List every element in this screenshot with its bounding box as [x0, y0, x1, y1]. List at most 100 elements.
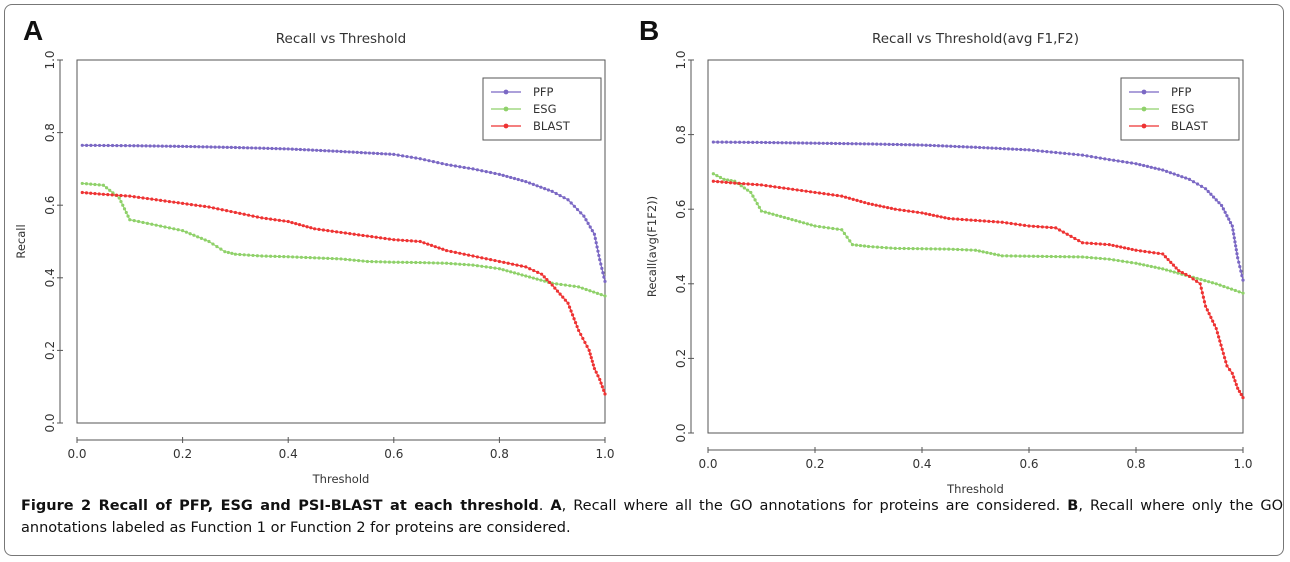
chart-b-series-esg-point [1071, 255, 1076, 259]
chart-a-series-esg-point [584, 287, 588, 292]
chart-a-series-blast-point [396, 238, 400, 242]
chart-a-series-blast-point [198, 204, 202, 208]
chart-a-series-esg-point [396, 260, 400, 264]
chart-a-series-esg-point [122, 207, 127, 211]
chart-b-series-pfp-point [883, 142, 887, 146]
chart-a-series-esg-point [163, 225, 167, 229]
chart-a-series-pfp-point [132, 144, 136, 148]
chart-a-series-pfp-point [89, 143, 93, 147]
chart-b-series-pfp-point [895, 142, 899, 147]
chart-b-series-pfp-point [1209, 192, 1213, 196]
chart-a-series-blast-point [242, 212, 246, 216]
chart-b-series-esg-point [951, 247, 955, 251]
chart-a-series-blast-point [176, 201, 180, 205]
chart-a-series-blast-point [343, 231, 347, 235]
chart-a-series-esg-point [520, 273, 524, 277]
chart-a-series-pfp-point [270, 146, 274, 151]
chart-a-series-blast-point [181, 201, 185, 205]
chart-a-series-blast-point [550, 283, 554, 287]
chart-a-series-blast-point [599, 381, 603, 385]
chart-a-series-pfp-point [566, 198, 570, 202]
chart-a-series-blast-point [301, 224, 305, 228]
chart-a-series-blast-point [589, 356, 593, 360]
chart-b-series-pfp-point [1027, 148, 1031, 152]
chart-b-series-pfp-point [1157, 167, 1161, 171]
caption-label: Figure 2 [21, 498, 92, 514]
chart-a-series-blast-point [437, 246, 441, 250]
chart-b-series-esg-point [938, 247, 942, 251]
chart-b-series-blast-point [711, 179, 715, 183]
chart-b-series-blast-point [759, 183, 764, 187]
chart-a-series-pfp-point [543, 187, 547, 191]
chart-b-series-blast-point [1209, 315, 1213, 319]
chart-b-series-blast-point [800, 188, 804, 193]
chart-b-series-pfp-point [1168, 171, 1172, 175]
chart-a-series-blast-point [286, 219, 290, 224]
chart-a-series-esg-point [176, 228, 180, 232]
chart-a-series-esg-point [141, 220, 145, 225]
chart-b-series-esg-point [1222, 284, 1226, 289]
chart-a-series-pfp-point [262, 146, 266, 150]
chart-a-series-esg-point [501, 268, 505, 272]
chart-b-series-blast-point [924, 212, 928, 216]
chart-a-series-pfp-point [306, 148, 311, 152]
chart-b-series-pfp-point [871, 142, 875, 146]
chart-a-series-pfp-point [590, 229, 594, 233]
chart-b-series-esg-point [809, 223, 813, 227]
chart-a-series-esg-point [409, 260, 413, 265]
chart-b-series-blast-point [978, 219, 982, 223]
chart-a-series-blast-point [247, 213, 251, 217]
chart-a-series-pfp-point [172, 144, 177, 148]
chart-b-series-esg-point [775, 213, 779, 217]
chart-a-series-esg-point [475, 264, 479, 268]
chart-a-series-esg-point [108, 188, 112, 192]
chart-a-series-esg-point [308, 256, 312, 260]
chart-a-series-esg-point [339, 257, 343, 261]
chart-b-series-blast-point [1212, 323, 1217, 327]
chart-a-series-esg-point [361, 259, 365, 263]
chart-b-series-pfp-point [973, 145, 978, 149]
chart-b-series-pfp-point [998, 146, 1002, 151]
chart-b-series-pfp-point [1234, 244, 1238, 248]
chart-b-series-blast-point [1009, 221, 1013, 226]
chart-b-series-blast-point [742, 182, 746, 186]
chart-b-series-esg-point [862, 244, 867, 248]
chart-a-series-blast-point [570, 313, 575, 317]
chart-b-series-esg-point [755, 202, 759, 206]
chart-b-series-blast-point [911, 210, 915, 214]
chart-b-series-blast-point [991, 220, 995, 224]
chart-b-series-blast-point [1069, 234, 1073, 238]
chart-a-series-pfp-point [233, 145, 237, 150]
chart-b-series-blast-point [1205, 308, 1209, 312]
chart-b-series-pfp-point [1241, 278, 1245, 282]
chart-a-series-pfp-point [266, 146, 270, 150]
chart-b-series-pfp-point [842, 141, 846, 146]
chart-b-series-blast-point [1166, 257, 1170, 262]
panel-letter-b: B [639, 15, 660, 46]
chart-b-series-blast-point [1233, 379, 1237, 383]
chart-a-series-blast-point [282, 219, 286, 223]
chart-a-series-pfp-point [250, 146, 254, 150]
chart-a-series-pfp-point [213, 145, 217, 149]
chart-b-series-esg-point [996, 253, 1001, 257]
chart-a-series-pfp-point [258, 146, 262, 150]
chart-a-series-pfp-line [82, 144, 606, 282]
chart-b-series-blast-point [1152, 251, 1156, 255]
chart-b-series-pfp-point [854, 142, 858, 146]
chart-a-series-esg-point [489, 265, 493, 270]
chart-b-series-pfp-point [1191, 180, 1196, 184]
chart-a-series-esg-point [572, 284, 576, 288]
chart-b-ytick-label: 0.4 [674, 274, 688, 293]
chart-b-series-pfp-point [1180, 175, 1184, 179]
chart-a-series-esg-point [184, 230, 188, 234]
chart-b-series-pfp-point [1225, 214, 1229, 218]
chart-b-series-pfp-point [949, 144, 953, 148]
chart-a-series-pfp-point [458, 165, 462, 169]
chart-a-series-esg-point [370, 259, 374, 264]
chart-b-series-blast-point [1147, 250, 1151, 254]
chart-a-series-esg-point [458, 262, 462, 266]
chart-b-series-blast-point [939, 215, 943, 219]
chart-b-series-blast-point [737, 181, 741, 186]
chart-b-series-pfp-point [1199, 184, 1204, 188]
chart-a-series-esg-point [286, 255, 290, 259]
